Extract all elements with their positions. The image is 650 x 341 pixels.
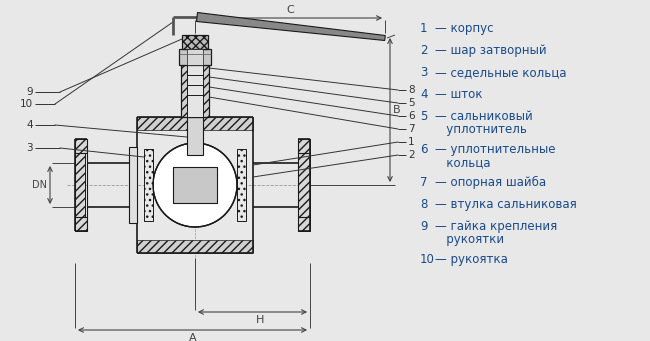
Text: — опорная шайба: — опорная шайба bbox=[435, 176, 546, 189]
Polygon shape bbox=[187, 117, 203, 155]
Circle shape bbox=[153, 143, 237, 227]
Text: 1: 1 bbox=[420, 22, 428, 35]
Text: DN: DN bbox=[32, 180, 47, 190]
Text: B: B bbox=[393, 105, 400, 115]
Text: 7: 7 bbox=[420, 176, 428, 189]
Text: 6: 6 bbox=[408, 111, 415, 121]
Text: 1: 1 bbox=[408, 137, 415, 147]
Text: 3: 3 bbox=[27, 143, 33, 153]
Text: 5: 5 bbox=[420, 110, 428, 123]
Polygon shape bbox=[181, 65, 209, 117]
Text: — рукоятка: — рукоятка bbox=[435, 253, 508, 266]
Text: 2: 2 bbox=[420, 44, 428, 57]
Text: 10: 10 bbox=[420, 253, 435, 266]
Polygon shape bbox=[237, 149, 246, 221]
Text: — седельные кольца: — седельные кольца bbox=[435, 66, 567, 79]
Polygon shape bbox=[137, 117, 253, 130]
Text: — шток: — шток bbox=[435, 88, 482, 101]
Text: уплотнитель: уплотнитель bbox=[435, 123, 527, 136]
Text: 5: 5 bbox=[408, 98, 415, 108]
Text: C: C bbox=[286, 5, 294, 15]
Polygon shape bbox=[196, 13, 385, 41]
Text: 4: 4 bbox=[420, 88, 428, 101]
Text: — шар затворный: — шар затворный bbox=[435, 44, 547, 57]
Text: A: A bbox=[188, 333, 196, 341]
Polygon shape bbox=[129, 147, 137, 223]
Polygon shape bbox=[144, 149, 153, 221]
Text: 8: 8 bbox=[420, 198, 428, 211]
Polygon shape bbox=[137, 240, 253, 253]
Text: — корпус: — корпус bbox=[435, 22, 493, 35]
Text: 4: 4 bbox=[27, 120, 33, 130]
Text: 9: 9 bbox=[420, 220, 428, 233]
Text: кольца: кольца bbox=[435, 156, 491, 169]
Text: рукоятки: рукоятки bbox=[435, 233, 504, 246]
Text: 6: 6 bbox=[420, 143, 428, 156]
Text: — уплотнительные: — уплотнительные bbox=[435, 143, 556, 156]
Polygon shape bbox=[179, 49, 211, 65]
Polygon shape bbox=[298, 139, 310, 231]
Polygon shape bbox=[187, 65, 203, 117]
Text: 9: 9 bbox=[27, 87, 33, 97]
Text: 8: 8 bbox=[408, 85, 415, 95]
Text: 7: 7 bbox=[408, 124, 415, 134]
Polygon shape bbox=[173, 167, 217, 203]
Text: — гайка крепления: — гайка крепления bbox=[435, 220, 557, 233]
Polygon shape bbox=[75, 139, 87, 231]
Text: 3: 3 bbox=[420, 66, 428, 79]
Text: — сальниковый: — сальниковый bbox=[435, 110, 533, 123]
Polygon shape bbox=[187, 49, 203, 65]
Text: 2: 2 bbox=[408, 150, 415, 160]
Text: — втулка сальниковая: — втулка сальниковая bbox=[435, 198, 577, 211]
Text: 10: 10 bbox=[20, 99, 33, 109]
Polygon shape bbox=[182, 35, 208, 49]
Text: H: H bbox=[256, 315, 265, 325]
